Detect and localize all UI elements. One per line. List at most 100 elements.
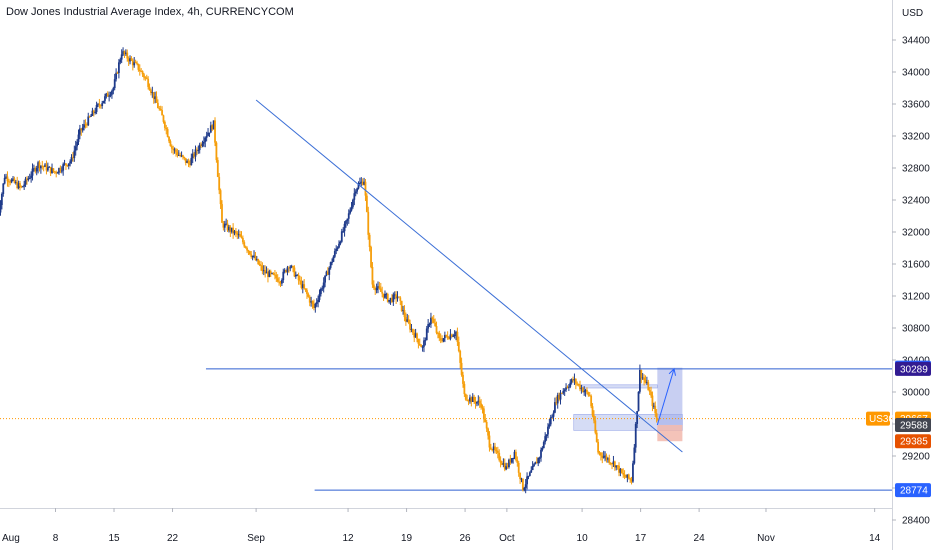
candle-body-209 <box>287 267 290 269</box>
candle-body-181 <box>248 251 251 255</box>
candle-body-261 <box>360 181 363 183</box>
candle-body-81 <box>109 94 112 96</box>
candle-body-9 <box>9 181 12 183</box>
candle-body-7 <box>6 176 9 182</box>
candle-body-140 <box>191 153 194 158</box>
candle-body-214 <box>294 275 297 277</box>
price-label-30289: 30289 <box>900 364 928 375</box>
price-label-bg-5 <box>895 483 931 498</box>
candle-body-68 <box>91 110 94 116</box>
candle-body-302 <box>417 338 420 344</box>
candle-body-242 <box>333 251 336 257</box>
candle-body-285 <box>393 294 396 296</box>
candle-body-17 <box>20 186 23 188</box>
y-tick-label-29200: 29200 <box>902 452 930 463</box>
candle-body-349 <box>482 408 485 420</box>
candle-body-416 <box>576 383 579 385</box>
candle-body-22 <box>27 178 30 181</box>
candle-body-393 <box>544 436 547 443</box>
candle-body-215 <box>296 274 299 276</box>
candle-body-34 <box>44 164 46 167</box>
candle-body-452 <box>626 474 629 478</box>
candle-body-205 <box>282 271 285 281</box>
candle-body-327 <box>452 335 455 337</box>
candle-body-234 <box>322 282 325 289</box>
candle-body-468 <box>648 390 651 392</box>
price-label-bg-4 <box>895 434 931 449</box>
candle-body-453 <box>627 474 630 479</box>
candle-body-54 <box>72 157 74 159</box>
candle-body-108 <box>147 78 150 87</box>
currency-label: USD <box>902 8 923 19</box>
candle-body-250 <box>345 220 347 224</box>
candle-body-217 <box>299 280 301 282</box>
candle-body-434 <box>601 455 604 458</box>
candle-body-414 <box>573 379 576 381</box>
candle-body-467 <box>647 382 650 391</box>
candle-body-380 <box>526 476 528 485</box>
candle-body-247 <box>340 231 343 242</box>
candle-body-275 <box>379 288 382 292</box>
candle-body-235 <box>324 275 326 283</box>
candle-body-119 <box>162 115 165 122</box>
candle-body-326 <box>450 334 453 337</box>
candle-body-219 <box>301 284 304 288</box>
candle-body-450 <box>623 474 626 477</box>
candle-body-24 <box>30 175 33 178</box>
candle-body-420 <box>581 387 584 392</box>
candle-body-230 <box>317 299 320 303</box>
candle-body-38 <box>49 166 52 174</box>
candle-body-386 <box>534 461 537 465</box>
x-tick-label-0: Aug <box>2 533 20 544</box>
candle-body-395 <box>547 426 549 435</box>
candle-body-422 <box>584 389 587 392</box>
candle-body-429 <box>594 420 597 433</box>
candle-body-408 <box>565 387 567 390</box>
candle-body-350 <box>484 419 487 423</box>
candle-body-163 <box>223 224 226 228</box>
candle-body-106 <box>144 77 147 79</box>
support-zone-1 <box>581 384 658 389</box>
candle-body-100 <box>136 62 138 64</box>
candle-body-139 <box>190 157 193 166</box>
candle-body-86 <box>116 72 119 74</box>
candle-body-365 <box>505 466 508 470</box>
candle-body-33 <box>42 166 45 168</box>
candle-body-458 <box>634 423 637 448</box>
candle-body-55 <box>73 150 76 159</box>
candle-body-363 <box>502 463 505 465</box>
candle-body-18 <box>21 186 24 188</box>
candle-body-355 <box>491 449 494 451</box>
candle-body-378 <box>523 487 526 491</box>
candle-body-36 <box>46 167 49 171</box>
candle-body-44 <box>58 168 60 173</box>
candle-body-118 <box>161 110 163 116</box>
candle-body-104 <box>141 71 144 75</box>
candle-body-278 <box>384 294 386 298</box>
candle-body-152 <box>208 132 211 134</box>
candle-body-49 <box>65 163 67 166</box>
price-label-bg-1 <box>895 361 931 376</box>
candle-body-399 <box>552 412 555 417</box>
candle-body-317 <box>438 333 441 339</box>
candle-body-444 <box>615 465 618 468</box>
candle-body-179 <box>246 247 248 251</box>
candle-body-120 <box>163 121 166 128</box>
candle-body-271 <box>374 287 377 291</box>
candle-body-370 <box>512 457 515 459</box>
x-tick-label-5: 12 <box>342 533 354 544</box>
candle-body-116 <box>158 108 161 110</box>
candle-body-338 <box>467 400 470 402</box>
candle-body-42 <box>55 172 58 174</box>
candle-body-92 <box>124 52 127 55</box>
candle-body-136 <box>186 161 189 163</box>
candle-body-4 <box>2 183 5 194</box>
candle-body-428 <box>593 415 595 421</box>
candle-body-23 <box>28 177 31 179</box>
candle-body-196 <box>269 271 272 274</box>
candle-body-307 <box>424 340 427 342</box>
candle-body-316 <box>437 332 439 334</box>
candle-body-133 <box>182 155 184 158</box>
candle-body-148 <box>202 141 205 144</box>
